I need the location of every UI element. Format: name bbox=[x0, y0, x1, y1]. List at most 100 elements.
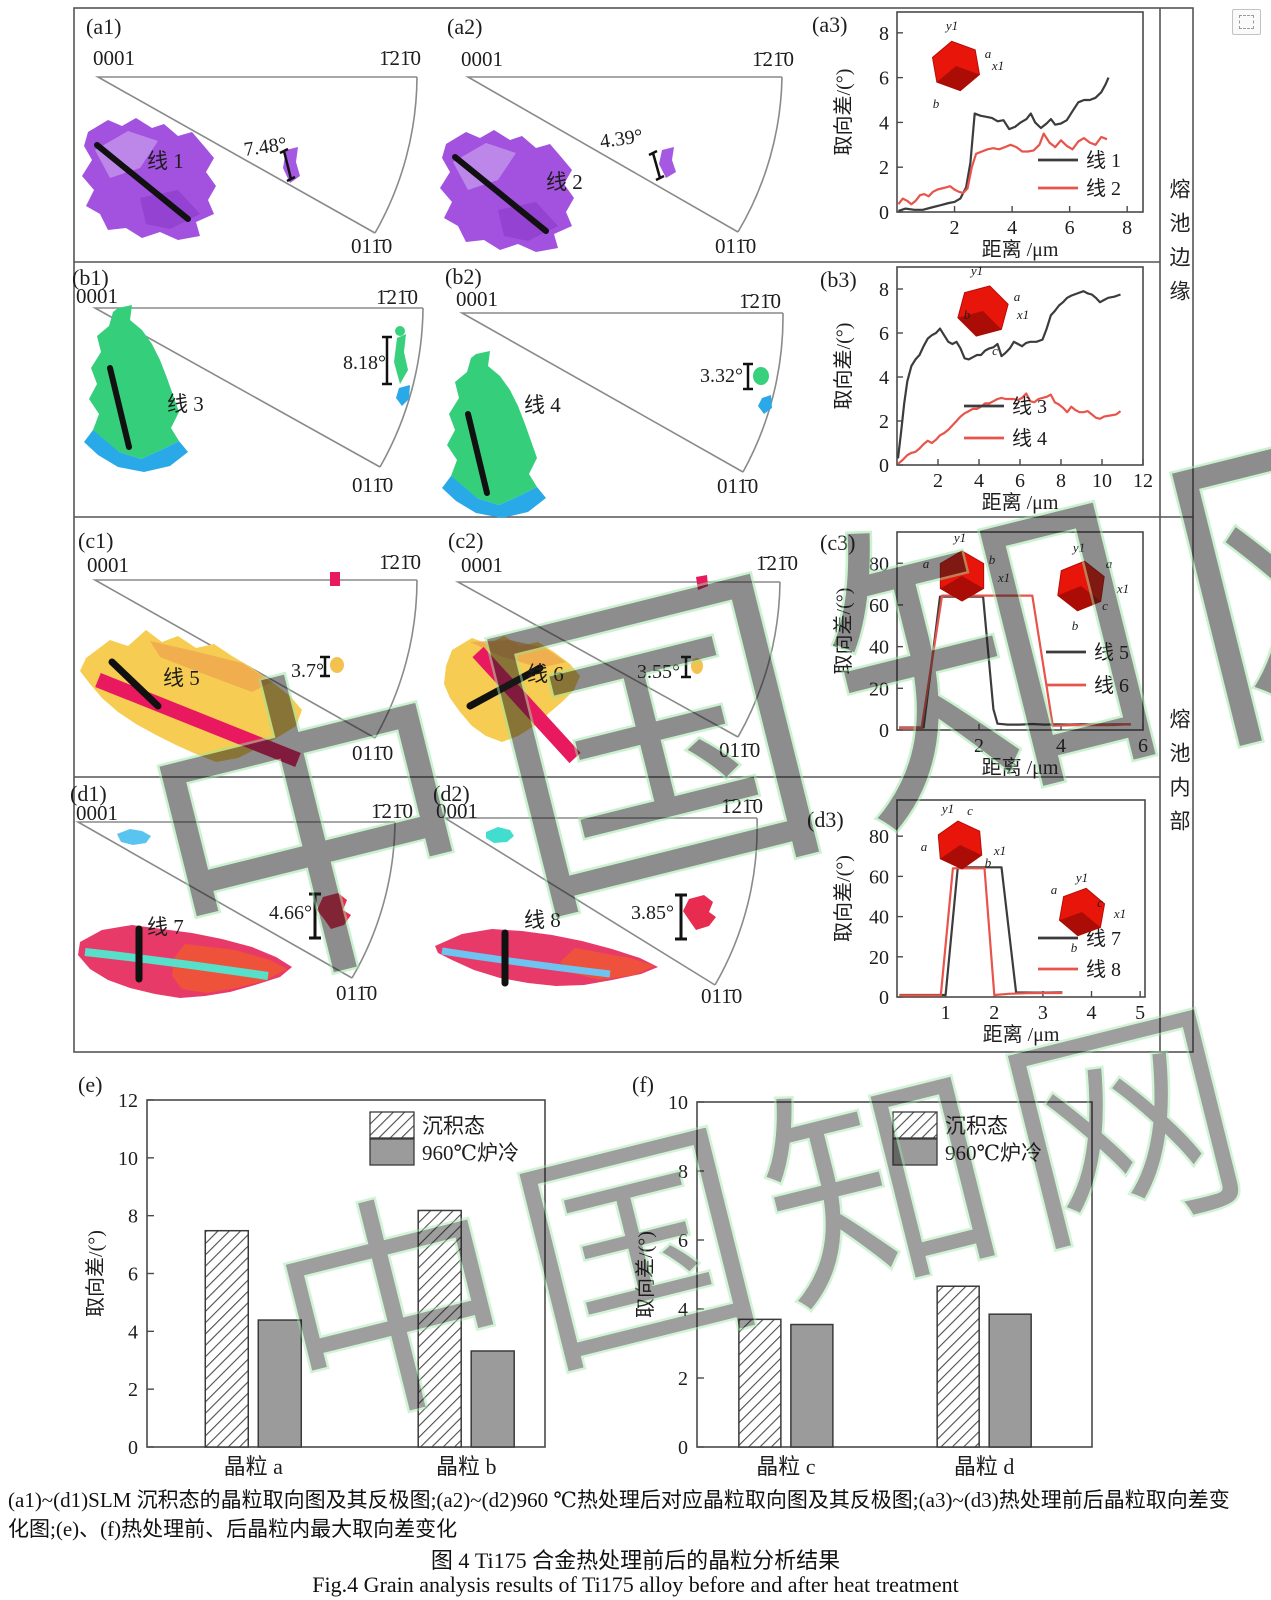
figure-grid-borders bbox=[73, 7, 1194, 1053]
y-tick-label: 80 bbox=[869, 826, 889, 848]
ipf-corner-label: 011̄0 bbox=[719, 738, 760, 762]
crystal-shaded-face bbox=[1057, 586, 1101, 611]
y-tick-label: 6 bbox=[128, 1264, 138, 1286]
ipf-wedge bbox=[94, 76, 418, 234]
plot-frame bbox=[896, 11, 1144, 213]
legend-label: 线 5 bbox=[1094, 641, 1129, 664]
y-axis-label: 取向差/(°) bbox=[832, 69, 855, 156]
crystal-axis-label: x1 bbox=[993, 843, 1006, 858]
ipf-point-grain bbox=[395, 326, 405, 336]
ipf-corner-label: 0001 bbox=[76, 284, 118, 308]
crystal-axis-label: b bbox=[1071, 940, 1078, 955]
crystal-axis-label: b bbox=[989, 552, 996, 567]
ipf-wedge bbox=[91, 579, 418, 739]
ipf-point-grain bbox=[758, 395, 772, 414]
ipf-corner-label: 1̄21̄0 bbox=[379, 46, 421, 70]
panel-label: (b2) bbox=[445, 264, 482, 289]
grain-map-blob bbox=[442, 351, 546, 518]
y-axis-label: 取向差/(°) bbox=[832, 323, 855, 410]
panel-label: (c2) bbox=[448, 528, 483, 553]
legend-label: 沉积态 bbox=[422, 1114, 485, 1138]
crystal-axis-label: y1 bbox=[1074, 870, 1088, 885]
ipf-corner-label: 1̄21̄0 bbox=[752, 47, 794, 71]
ipf-corner-label: 011̄0 bbox=[351, 234, 392, 258]
ipf-wedge bbox=[458, 312, 784, 473]
ipf-corner-label: 0001 bbox=[76, 801, 118, 825]
scan-line-label: 线 4 bbox=[524, 393, 561, 417]
y-tick-label: 10 bbox=[668, 1092, 688, 1114]
viewer-frame-icon[interactable] bbox=[1232, 9, 1261, 35]
legend-swatch-solid bbox=[369, 1138, 415, 1166]
side-label-melt-pool-edge: 熔池边缘 bbox=[1167, 178, 1191, 314]
panel-d2: (d2) 0001 1̄21̄0 011̄0 线 8 3.85° bbox=[433, 781, 763, 1008]
x-tick-label: 4 bbox=[1087, 1002, 1097, 1024]
y-tick-label: 8 bbox=[879, 23, 889, 45]
bar-furnace-cooled bbox=[790, 1323, 834, 1448]
scan-line-label: 线 7 bbox=[147, 915, 184, 939]
crystal-axis-label: a bbox=[1106, 556, 1113, 571]
scan-line-label: 线 2 bbox=[546, 170, 583, 194]
ipf-corner-label: 1̄21̄0 bbox=[379, 550, 421, 574]
ipf-corner-label: 011̄0 bbox=[352, 473, 393, 497]
y-tick-label: 0 bbox=[879, 455, 889, 477]
ipf-corner-label: 0001 bbox=[456, 287, 498, 311]
crystal-axis-label: y1 bbox=[1071, 540, 1085, 555]
x-axis-label: 距离 /μm bbox=[982, 491, 1059, 514]
y-tick-label: 20 bbox=[869, 947, 889, 969]
crystal-axis-label: c bbox=[1097, 895, 1103, 910]
y-tick-label: 2 bbox=[678, 1368, 688, 1390]
crystal-shaded-face bbox=[940, 845, 982, 869]
ipf-corner-label: 011̄0 bbox=[336, 981, 377, 1005]
x-tick-label: 2 bbox=[950, 217, 960, 239]
y-tick-label: 60 bbox=[869, 595, 889, 617]
crystal-axis-label: a bbox=[1051, 882, 1058, 897]
y-tick-label: 0 bbox=[128, 1437, 138, 1459]
y-tick-label: 10 bbox=[118, 1148, 138, 1170]
crystal-axis-label: x1 bbox=[1116, 581, 1129, 596]
legend-label: 线 4 bbox=[1012, 427, 1047, 450]
y-tick-label: 8 bbox=[128, 1206, 138, 1228]
y-tick-label: 60 bbox=[869, 866, 889, 888]
crystal-axis-label: a bbox=[921, 839, 928, 854]
legend-label: 线 7 bbox=[1086, 927, 1121, 950]
panel-label: (d2) bbox=[433, 781, 470, 806]
y-tick-label: 8 bbox=[879, 279, 889, 301]
crystal-axis-label: c bbox=[992, 343, 998, 358]
ipf-point-grain bbox=[117, 829, 151, 845]
crystal-axis-label: x1 bbox=[997, 570, 1010, 585]
ipf-wedge bbox=[454, 581, 781, 738]
category-label: 晶粒 c bbox=[756, 1454, 816, 1479]
ipf-corner-label: 0001 bbox=[461, 553, 503, 577]
ipf-point-grain bbox=[683, 895, 716, 930]
ipf-corner-label: 011̄0 bbox=[352, 741, 393, 765]
misorientation-tick bbox=[675, 893, 687, 941]
panel-label: (a1) bbox=[86, 14, 121, 39]
ipf-corner-label: 0001 bbox=[461, 47, 503, 71]
y-axis-label: 取向差/(°) bbox=[832, 855, 855, 942]
chart-a3-misorientation-profile: 2 4 6 8 0 2 4 6 8 取向差/(°) 距离 /μm 线 1 线 2 y1 ax1 b bbox=[832, 11, 1144, 261]
panel-a2: (a2) 0001 1̄21̄0 011̄0 线 2 4.39° bbox=[440, 14, 794, 258]
x-tick-label: 4 bbox=[1056, 735, 1066, 757]
crystal-axis-label: a bbox=[923, 556, 930, 571]
bar-furnace-cooled bbox=[470, 1350, 515, 1448]
scan-line-label: 线 3 bbox=[167, 392, 204, 416]
misorientation-tick bbox=[320, 655, 330, 678]
ipf-point-grain bbox=[283, 147, 300, 183]
ipf-corner-label: 011̄0 bbox=[717, 474, 758, 498]
y-tick-label: 0 bbox=[879, 987, 889, 1009]
ipf-corner-label: 1̄21̄0 bbox=[739, 289, 781, 313]
frame-glyph bbox=[1239, 15, 1254, 29]
y-tick-label: 6 bbox=[879, 68, 889, 90]
legend-swatch-solid bbox=[892, 1138, 938, 1166]
x-tick-label: 2 bbox=[933, 470, 943, 492]
y-tick-label: 40 bbox=[869, 907, 889, 929]
x-tick-label: 2 bbox=[989, 1002, 999, 1024]
y-tick-label: 4 bbox=[678, 1299, 688, 1321]
misorientation-angle: 7.48° bbox=[242, 133, 288, 161]
legend-label: 线 6 bbox=[1094, 674, 1129, 697]
caption-notes-line2: 化图;(e)、(f)热处理前、后晶粒内最大取向差变化 bbox=[8, 1517, 458, 1541]
ipf-wedge bbox=[464, 76, 783, 233]
crystal-axis-label: a bbox=[985, 46, 992, 61]
y-tick-label: 6 bbox=[678, 1230, 688, 1252]
misorientation-tick bbox=[648, 149, 665, 182]
